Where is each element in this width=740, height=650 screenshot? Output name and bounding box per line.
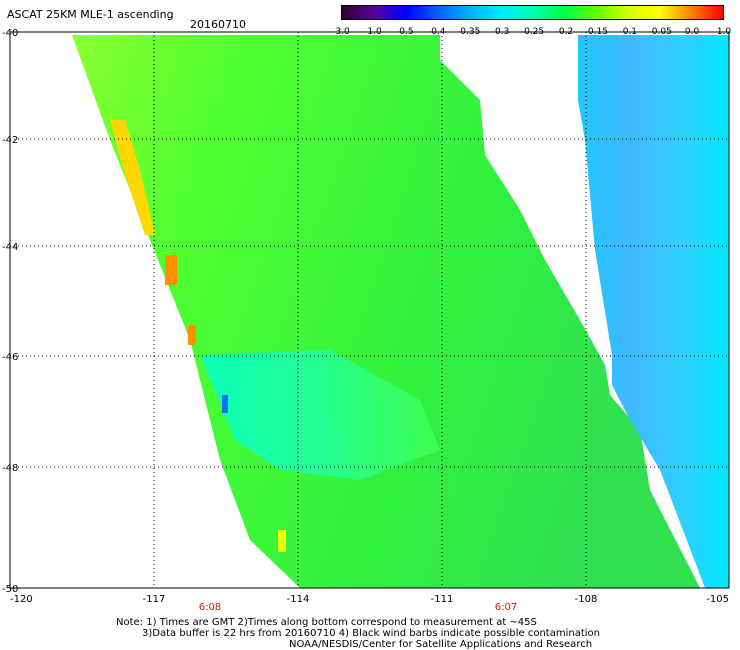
latitude-label: -40 (2, 28, 18, 39)
left-swath-edge-blue (222, 395, 228, 413)
longitude-label: -114 (287, 594, 310, 605)
left-swath-edge-yellow (278, 530, 286, 552)
note-line-1: Note: 1) Times are GMT 2)Times along bot… (116, 617, 537, 628)
longitude-label: -120 (10, 594, 33, 605)
left-swath-edge-orange-1 (165, 255, 177, 285)
map-date: 20160710 (190, 18, 246, 31)
time-label-right: 6:07 (495, 602, 517, 613)
longitude-label: -117 (143, 594, 166, 605)
latitude-label: -50 (2, 584, 18, 595)
left-swath-edge-orange-2 (188, 325, 196, 345)
latitude-label: -48 (2, 463, 18, 474)
right-swath (578, 35, 729, 588)
longitude-labels: -120 -117 -114 -111 -108 -105 (10, 594, 729, 605)
note-line-2: 3)Data buffer is 22 hrs from 20160710 4)… (142, 628, 600, 639)
graticule (9, 31, 730, 589)
latitude-label: -46 (2, 352, 18, 363)
colorbar (341, 5, 724, 20)
time-label-left: 6:08 (199, 602, 221, 613)
latitude-label: -42 (2, 135, 18, 146)
left-swath-cyan-region (200, 350, 440, 480)
left-swath-edge-warm (110, 120, 155, 235)
note-line-3: NOAA/NESDIS/Center for Satellite Applica… (289, 639, 593, 650)
latitude-labels: -40 -42 -44 -46 -48 -50 (2, 28, 18, 595)
latitude-label: -44 (2, 242, 18, 253)
left-swath (72, 35, 700, 588)
longitude-label: -108 (575, 594, 598, 605)
longitude-label: -111 (431, 594, 454, 605)
map-title: ASCAT 25KM MLE-1 ascending (7, 8, 174, 21)
longitude-label: -105 (706, 594, 729, 605)
